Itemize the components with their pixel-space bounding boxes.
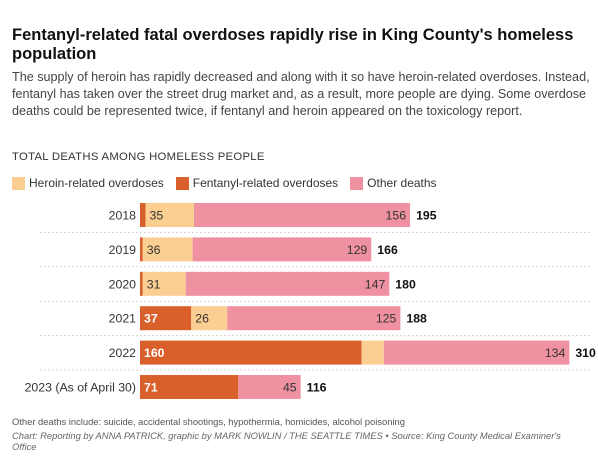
- bar-segment: [140, 375, 239, 399]
- category-label: 2022: [109, 346, 137, 360]
- bar-segment: [361, 340, 384, 365]
- data-label: 71: [144, 381, 158, 395]
- data-label: 31: [147, 277, 161, 291]
- legend-item-fentanyl: Fentanyl-related overdoses: [175, 176, 339, 190]
- total-label: 310: [575, 346, 596, 360]
- bar-segment: [227, 306, 401, 331]
- data-label: 45: [283, 381, 297, 395]
- data-label: 147: [365, 277, 386, 291]
- data-label: 129: [347, 243, 368, 257]
- bar-segment: [140, 237, 143, 262]
- category-label: 2019: [109, 243, 137, 257]
- bar-segment: [185, 271, 390, 296]
- bar-segment: [145, 203, 195, 227]
- legend-swatch-heroin: [12, 176, 25, 190]
- total-label: 180: [395, 277, 416, 291]
- data-label: 37: [144, 312, 158, 326]
- category-label: 2020: [109, 277, 137, 291]
- category-label: 2018: [109, 209, 137, 223]
- source-credit: Chart: Reporting by ANNA PATRICK, graphi…: [12, 430, 561, 453]
- bar-segment: [192, 237, 372, 262]
- bar-segment: [142, 271, 186, 296]
- legend: Heroin-related overdoses Fentanyl-relate…: [12, 175, 449, 191]
- total-label: 166: [377, 243, 398, 257]
- category-label: 2021: [109, 312, 137, 326]
- data-label: 26: [195, 312, 209, 326]
- legend-label-fentanyl: Fentanyl-related overdoses: [192, 176, 339, 190]
- legend-item-other: Other deaths: [350, 176, 437, 190]
- bar-segment: [140, 271, 143, 296]
- legend-swatch-fentanyl: [175, 176, 189, 190]
- stacked-bar-chart: 2018 35 156 195 2019 36 129 166 2020 31 147 180 2021…: [25, 203, 596, 399]
- data-label: 160: [144, 346, 165, 360]
- section-label: TOTAL DEATHS AMONG HOMELESS PEOPLE: [12, 151, 265, 163]
- total-label: 188: [406, 312, 427, 326]
- data-label: 35: [150, 209, 164, 223]
- data-label: 134: [545, 346, 566, 360]
- legend-swatch-other: [350, 176, 364, 190]
- data-label: 125: [376, 312, 397, 326]
- bar-segment: [140, 306, 192, 331]
- data-label: 156: [386, 209, 407, 223]
- footer-note: Other deaths include: suicide, accidenta…: [12, 416, 405, 427]
- bar-segment: [383, 340, 570, 365]
- data-label: 36: [147, 243, 161, 257]
- total-label: 116: [307, 381, 327, 395]
- chart-subtitle: The supply of heroin has rapidly decreas…: [12, 70, 590, 119]
- bar-segment: [140, 340, 362, 365]
- bar-segment: [142, 237, 193, 262]
- bar-segment: [140, 203, 146, 227]
- total-label: 195: [416, 209, 437, 223]
- bar-segment: [194, 203, 411, 227]
- legend-item-heroin: Heroin-related overdoses: [12, 176, 164, 190]
- bar-segment: [191, 306, 228, 331]
- legend-label-other: Other deaths: [367, 176, 437, 190]
- bar-segment: [238, 375, 301, 399]
- category-label: 2023 (As of April 30): [25, 381, 136, 395]
- legend-label-heroin: Heroin-related overdoses: [29, 176, 164, 190]
- chart-title: Fentanyl-related fatal overdoses rapidly…: [12, 26, 574, 63]
